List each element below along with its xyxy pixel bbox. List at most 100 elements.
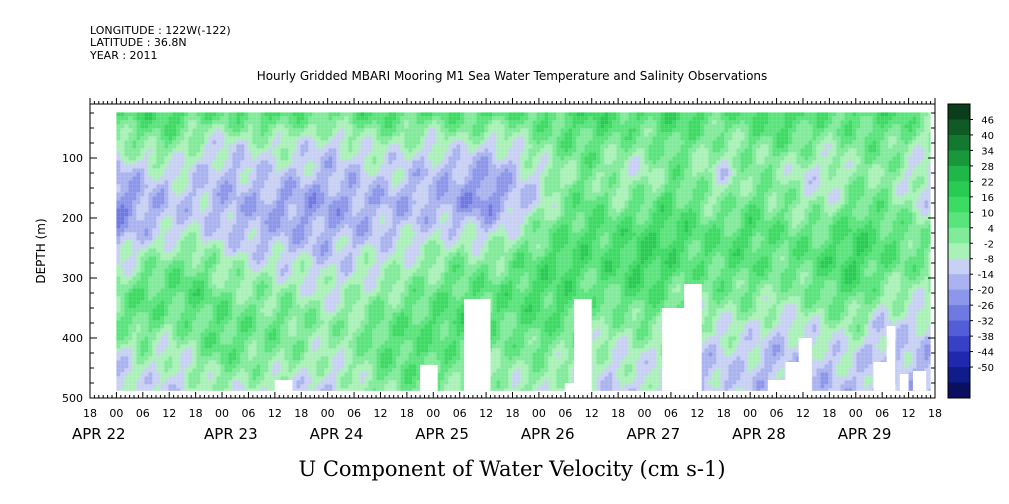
heatmap-cell — [312, 156, 316, 160]
heatmap-cell — [244, 264, 248, 268]
heatmap-cell — [396, 128, 400, 132]
heatmap-cell — [240, 300, 244, 304]
heatmap-cell — [376, 328, 380, 332]
heatmap-cell — [392, 124, 396, 128]
heatmap-cell — [360, 204, 364, 208]
heatmap-cell — [164, 328, 168, 332]
heatmap-cell — [152, 348, 156, 352]
heatmap-cell — [244, 116, 248, 120]
heatmap-cell — [392, 248, 396, 252]
heatmap-cell — [332, 120, 336, 124]
heatmap-cell — [168, 284, 172, 288]
heatmap-cell — [164, 140, 168, 144]
heatmap-cell — [232, 216, 236, 220]
heatmap-cell — [252, 368, 256, 372]
heatmap-cell — [172, 240, 176, 244]
heatmap-cell — [344, 264, 348, 268]
heatmap-cell — [252, 120, 256, 124]
heatmap-cell — [304, 304, 308, 308]
heatmap-cell — [344, 112, 348, 116]
heatmap-cell — [256, 164, 260, 168]
heatmap-cell — [288, 344, 292, 348]
heatmap-cell — [264, 352, 268, 356]
heatmap-cell — [188, 240, 192, 244]
heatmap-cell — [172, 140, 176, 144]
heatmap-cell — [212, 200, 216, 204]
heatmap-cell — [268, 188, 272, 192]
heatmap-cell — [284, 340, 288, 344]
heatmap-cell — [332, 332, 336, 336]
heatmap-cell — [360, 388, 364, 390]
heatmap-cell — [364, 264, 368, 268]
heatmap-cell — [148, 284, 152, 288]
heatmap-cell — [396, 316, 400, 320]
heatmap-cell — [384, 140, 388, 144]
heatmap-cell — [132, 252, 136, 256]
heatmap-cell — [348, 176, 352, 180]
heatmap-cell — [296, 316, 300, 320]
heatmap-cell — [264, 280, 268, 284]
heatmap-cell — [368, 224, 372, 228]
heatmap-cell — [128, 168, 132, 172]
heatmap-cell — [136, 240, 140, 244]
heatmap-cell — [320, 364, 324, 368]
heatmap-cell — [160, 380, 164, 384]
heatmap-cell — [380, 264, 384, 268]
heatmap-cell — [192, 120, 196, 124]
heatmap-cell — [392, 260, 396, 264]
heatmap-cell — [300, 148, 304, 152]
heatmap-cell — [284, 332, 288, 336]
heatmap-cell — [320, 304, 324, 308]
heatmap-cell — [240, 164, 244, 168]
heatmap-cell — [312, 304, 316, 308]
heatmap-cell — [116, 224, 120, 228]
heatmap-cell — [120, 276, 124, 280]
heatmap-cell — [196, 368, 200, 372]
heatmap-cell — [220, 364, 224, 368]
heatmap-cell — [364, 268, 368, 272]
heatmap-cell — [140, 288, 144, 292]
heatmap-cell — [256, 252, 260, 256]
heatmap-cell — [288, 356, 292, 360]
heatmap-cell — [364, 184, 368, 188]
heatmap-cell — [296, 300, 300, 304]
heatmap-cell — [200, 236, 204, 240]
heatmap-cell — [140, 192, 144, 196]
heatmap-cell — [340, 264, 344, 268]
heatmap-cell — [372, 376, 376, 380]
heatmap-cell — [360, 352, 364, 356]
heatmap-cell — [320, 220, 324, 224]
heatmap-cell — [256, 140, 260, 144]
heatmap-cell — [116, 380, 120, 384]
heatmap-cell — [256, 376, 260, 380]
heatmap-cell — [364, 384, 368, 388]
heatmap-cell — [192, 252, 196, 256]
heatmap-cell — [196, 380, 200, 384]
heatmap-cell — [136, 144, 140, 148]
heatmap-cell — [244, 204, 248, 208]
heatmap-cell — [140, 344, 144, 348]
heatmap-cell — [388, 156, 392, 160]
heatmap-cell — [292, 228, 296, 232]
heatmap-cell — [200, 172, 204, 176]
heatmap-cell — [264, 320, 268, 324]
heatmap-cell — [332, 280, 336, 284]
heatmap-cell — [144, 112, 148, 116]
heatmap-cell — [376, 320, 380, 324]
heatmap-cell — [132, 164, 136, 168]
heatmap-cell — [160, 208, 164, 212]
heatmap-cell — [216, 208, 220, 212]
heatmap-cell — [308, 340, 312, 344]
heatmap-cell — [368, 252, 372, 256]
heatmap-cell — [228, 380, 232, 384]
heatmap-cell — [200, 216, 204, 220]
heatmap-cell — [132, 268, 136, 272]
heatmap-cell — [392, 280, 396, 284]
heatmap-cell — [332, 148, 336, 152]
heatmap-cell — [268, 316, 272, 320]
heatmap-cell — [212, 192, 216, 196]
heatmap-cell — [180, 248, 184, 252]
heatmap-cell — [232, 288, 236, 292]
heatmap-cell — [336, 312, 340, 316]
heatmap-cell — [388, 348, 392, 352]
